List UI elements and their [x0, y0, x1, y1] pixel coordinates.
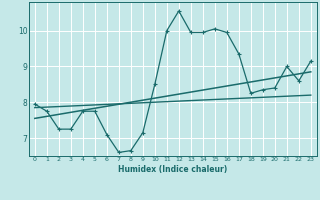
X-axis label: Humidex (Indice chaleur): Humidex (Indice chaleur)	[118, 165, 228, 174]
